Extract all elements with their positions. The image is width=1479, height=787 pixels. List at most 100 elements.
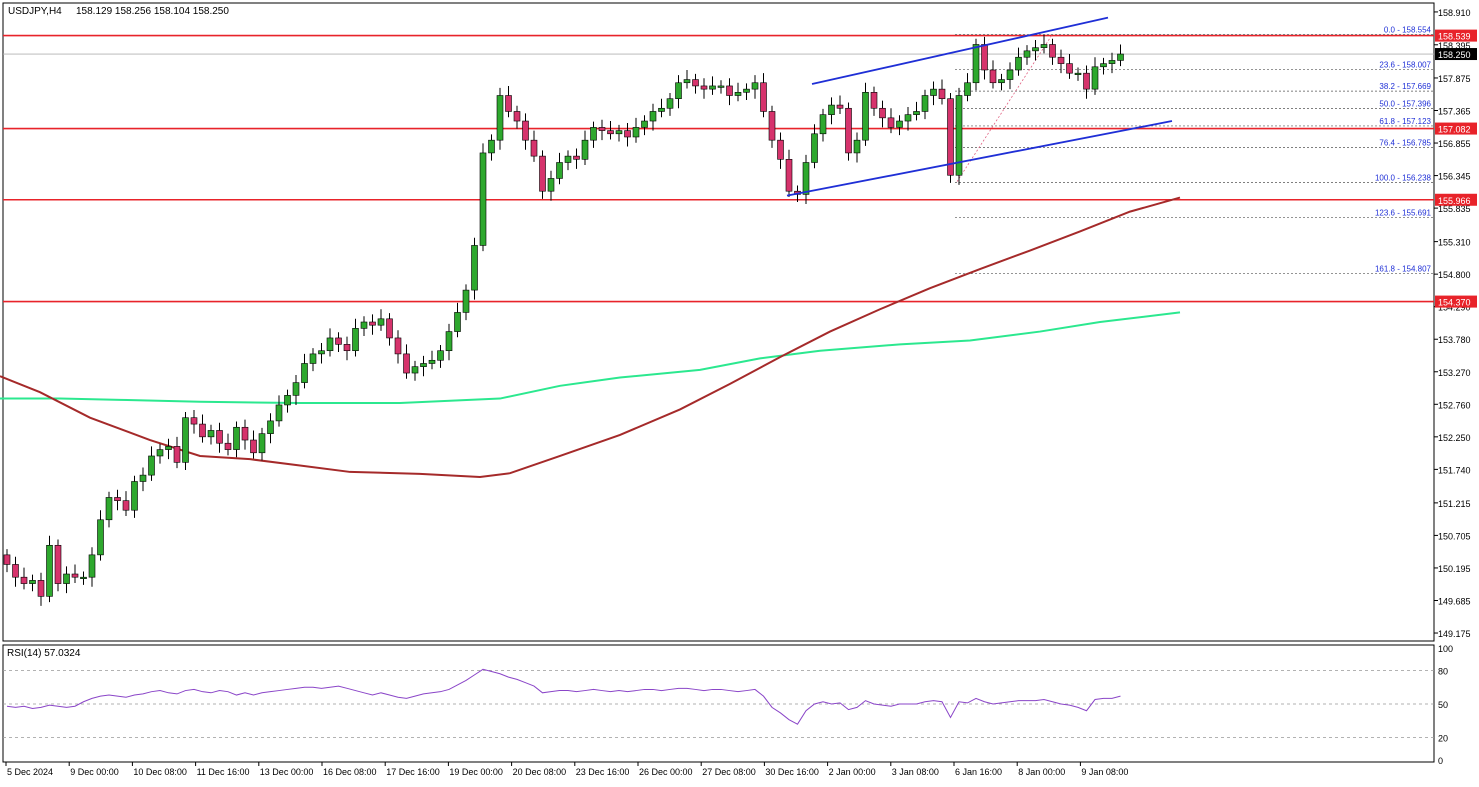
candle	[343, 336, 351, 361]
bull-candle-body	[156, 449, 164, 457]
time-tick-label: 20 Dec 08:00	[513, 767, 567, 777]
candle	[411, 360, 419, 381]
bull-candle-body	[1040, 44, 1048, 48]
bull-candle-body	[1023, 50, 1031, 58]
candle	[828, 97, 835, 125]
time-tick-label: 9 Dec 00:00	[70, 767, 119, 777]
candle	[751, 75, 759, 99]
candle	[1100, 57, 1107, 75]
candle	[615, 124, 623, 142]
current-price-tag-label: 158.250	[1438, 50, 1471, 60]
bull-candle-body	[1100, 63, 1107, 68]
time-tick-label: 11 Dec 16:00	[197, 767, 250, 777]
candle	[998, 73, 1005, 91]
candle	[275, 395, 283, 427]
rsi-tick-label: 50	[1438, 700, 1448, 710]
candle	[284, 389, 291, 413]
price-tick-label: 149.175	[1438, 629, 1471, 639]
bull-candle-body	[666, 98, 674, 109]
price-tick-label: 152.250	[1438, 433, 1471, 443]
candle	[581, 130, 589, 166]
bear-candle-body	[760, 82, 767, 112]
candle	[641, 115, 648, 136]
candle	[1040, 34, 1048, 54]
candle	[1083, 65, 1090, 99]
bull-candle-body	[921, 95, 929, 112]
candle	[318, 343, 325, 364]
bull-candle-body	[360, 321, 368, 329]
fibonacci-level-label: 100.0 - 156.238	[1375, 173, 1432, 182]
bear-candle-body	[785, 159, 793, 192]
bull-candle-body	[930, 88, 937, 96]
bull-candle-body	[964, 82, 971, 96]
bull-candle-body	[913, 111, 920, 115]
bull-candle-body	[284, 395, 291, 406]
bear-candle-body	[394, 337, 402, 355]
main-pane-frame	[2, 2, 1435, 642]
candle	[20, 567, 28, 590]
price-tick-label: 153.780	[1438, 335, 1471, 345]
candle	[683, 69, 691, 89]
candle	[947, 92, 954, 183]
candle	[547, 170, 555, 201]
bull-candle-body	[1006, 69, 1014, 80]
candle	[241, 419, 249, 450]
bear-candle-body	[1066, 63, 1073, 74]
bull-candle-body	[751, 82, 759, 90]
level-price-tag-label: 154.370	[1438, 298, 1471, 308]
bull-candle-body	[862, 92, 869, 141]
candle	[54, 539, 62, 592]
bull-candle-body	[828, 104, 835, 115]
bear-candle-body	[726, 85, 733, 96]
candle	[156, 443, 164, 464]
bear-candle-body	[981, 44, 988, 71]
candle	[666, 92, 674, 116]
bear-candle-body	[573, 155, 580, 160]
candle	[921, 89, 929, 120]
bear-candle-body	[224, 442, 232, 450]
candle	[632, 117, 640, 143]
bear-candle-body	[12, 564, 19, 578]
level-price-tag	[1435, 29, 1477, 42]
candle	[420, 355, 427, 377]
candle	[454, 302, 461, 338]
time-tick-label: 10 Dec 08:00	[133, 767, 187, 777]
fibonacci-layer: 0.0 - 158.554 23.6 - 158.007 38.2 - 157.66…	[955, 26, 1434, 275]
candle	[513, 105, 521, 129]
bull-candle-body	[471, 245, 478, 291]
candle	[352, 318, 359, 357]
bull-candle-body	[29, 580, 36, 584]
bull-candle-body	[1117, 53, 1124, 61]
fibonacci-level-label: 161.8 - 154.807	[1375, 265, 1432, 274]
axis-layer: 158.910 158.395 157.875 157.365 156.855 156.3…	[5, 8, 1471, 777]
chart-title-symbol: USDJPY,H4	[8, 6, 62, 17]
level-price-tag-label: 155.966	[1438, 196, 1471, 206]
bull-candle-body	[437, 350, 444, 361]
bear-candle-body	[173, 446, 181, 463]
candle	[267, 413, 274, 444]
bull-candle-body	[46, 544, 53, 597]
candle	[1066, 54, 1073, 79]
bear-candle-body	[216, 430, 223, 444]
candle	[173, 436, 181, 469]
channel-trendline	[786, 120, 1173, 197]
candle	[165, 438, 172, 460]
candle	[930, 81, 937, 106]
bear-candle-body	[37, 580, 45, 597]
price-tick-label: 158.395	[1438, 41, 1471, 51]
bull-candle-body	[148, 455, 155, 476]
candle	[1049, 38, 1056, 65]
candle	[369, 314, 376, 335]
rsi-tick-label: 0	[1438, 756, 1443, 766]
fibonacci-level-label: 0.0 - 158.554	[1384, 26, 1432, 35]
bull-candle-body	[972, 44, 980, 84]
bull-candle-body	[564, 155, 572, 163]
candle	[862, 82, 869, 146]
bull-candle-body	[819, 114, 827, 135]
candle	[394, 330, 402, 364]
bear-candle-body	[369, 321, 376, 326]
candle	[743, 83, 750, 100]
candle	[29, 574, 36, 592]
bull-candle-body	[896, 120, 903, 128]
bull-candle-body	[1074, 72, 1082, 75]
